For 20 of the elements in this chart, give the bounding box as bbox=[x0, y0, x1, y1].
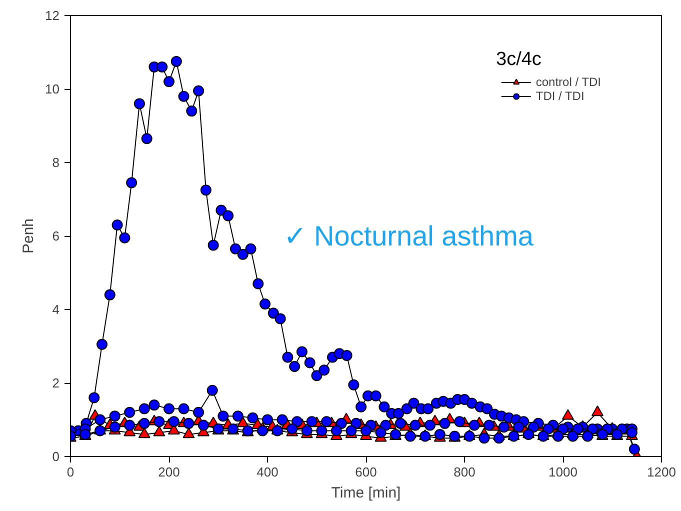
x-tick-label: 1200 bbox=[647, 464, 676, 480]
y-tick-label: 4 bbox=[52, 302, 60, 317]
annotation: ✓ Nocturnal asthma bbox=[283, 220, 534, 252]
y-tick-label: 8 bbox=[52, 155, 60, 170]
y-tick-label: 2 bbox=[52, 376, 60, 390]
y-axis-title: Penh bbox=[20, 218, 38, 254]
x-axis-title: Time [min] bbox=[331, 484, 401, 502]
legend-label: control / TDI bbox=[536, 75, 601, 89]
x-tick-label: 1000 bbox=[548, 464, 578, 480]
y-tick-label: 0 bbox=[52, 449, 60, 464]
x-tick-label: 600 bbox=[355, 464, 377, 480]
x-tick-label: 800 bbox=[454, 464, 476, 480]
x-tick-label: 200 bbox=[158, 464, 180, 480]
annotation: 3c/4c bbox=[496, 49, 542, 70]
y-tick-label: 12 bbox=[45, 8, 60, 23]
y-tick-label: 10 bbox=[45, 82, 60, 96]
y-tick-label: 6 bbox=[52, 228, 60, 244]
x-tick-label: 400 bbox=[256, 464, 278, 480]
x-tick-label: 0 bbox=[66, 464, 74, 480]
legend-label: TDI / TDI bbox=[536, 89, 584, 103]
